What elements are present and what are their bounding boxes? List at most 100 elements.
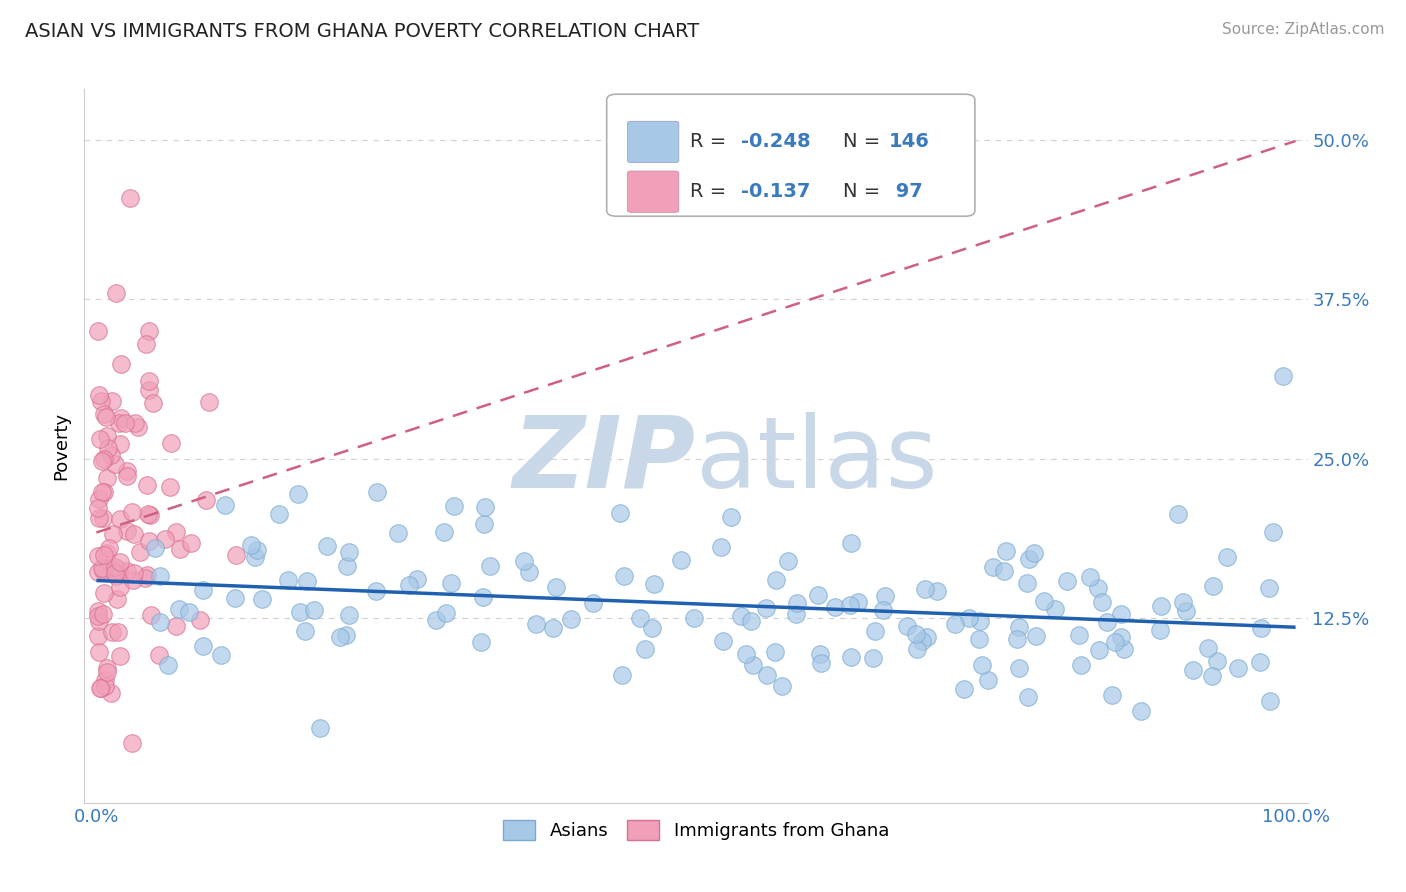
Point (432, 525, 454, 540)
Point (136, 508, 159, 522)
Point (1149, 624, 1171, 638)
Point (159, 480, 181, 494)
Point (90, 561, 112, 575)
Point (90, 394, 112, 409)
Point (287, 487, 309, 501)
Point (304, 603, 326, 617)
Point (1091, 595, 1114, 609)
Point (89, 432, 111, 446)
Point (135, 567, 157, 582)
Point (1017, 690, 1039, 705)
Point (841, 649, 863, 664)
Point (1056, 574, 1078, 589)
Point (89, 681, 111, 696)
Point (277, 574, 299, 588)
Text: Source: ZipAtlas.com: Source: ZipAtlas.com (1222, 22, 1385, 37)
Point (846, 595, 869, 609)
Point (995, 544, 1018, 558)
Point (1087, 582, 1109, 596)
Point (122, 573, 145, 587)
Point (1258, 694, 1281, 708)
Point (93, 548, 115, 562)
Point (1088, 643, 1111, 657)
Point (188, 613, 211, 627)
Point (1215, 549, 1237, 564)
Point (93, 407, 115, 421)
Point (1005, 632, 1028, 646)
Point (425, 613, 447, 627)
Point (405, 573, 427, 587)
Point (191, 639, 214, 653)
Point (786, 596, 808, 610)
Text: N =: N = (842, 182, 886, 202)
Point (103, 527, 125, 541)
Point (107, 625, 129, 640)
Point (240, 539, 263, 553)
Point (634, 641, 657, 656)
Point (96, 665, 118, 679)
Point (862, 651, 884, 665)
Point (524, 616, 547, 631)
Point (149, 569, 172, 583)
Point (105, 286, 128, 301)
Point (135, 337, 157, 351)
Point (107, 563, 129, 577)
Point (1101, 689, 1123, 703)
Text: -0.248: -0.248 (741, 132, 811, 152)
Point (905, 641, 928, 656)
Point (1174, 604, 1197, 618)
Point (756, 667, 779, 681)
Point (93, 451, 115, 466)
Point (107, 416, 129, 430)
Point (1201, 669, 1223, 683)
Point (770, 679, 793, 693)
Point (669, 553, 692, 567)
Point (917, 630, 939, 644)
Point (993, 564, 1015, 578)
Point (96, 546, 118, 560)
Point (89, 645, 111, 659)
Point (110, 437, 132, 451)
Point (90, 485, 112, 500)
Y-axis label: Poverty: Poverty (52, 412, 70, 480)
Point (683, 611, 706, 625)
Point (1024, 546, 1046, 560)
Point (295, 574, 318, 589)
Point (1008, 661, 1031, 675)
Point (810, 656, 832, 670)
Point (96, 429, 118, 443)
Point (110, 357, 132, 371)
Point (1045, 602, 1067, 616)
Point (807, 588, 830, 602)
FancyBboxPatch shape (627, 171, 679, 212)
Point (165, 619, 187, 633)
Point (471, 591, 494, 605)
Legend: Asians, Immigrants from Ghana: Asians, Immigrants from Ghana (496, 813, 896, 847)
Point (87, 510, 110, 524)
Point (1114, 641, 1136, 656)
Point (138, 324, 160, 338)
Point (1226, 661, 1249, 675)
Point (740, 615, 762, 629)
Point (104, 569, 127, 583)
Point (97, 441, 120, 455)
Point (149, 615, 172, 630)
Point (156, 657, 179, 672)
Point (104, 458, 127, 472)
Point (366, 485, 388, 500)
Text: -0.137: -0.137 (741, 182, 811, 202)
Point (720, 510, 742, 524)
Point (967, 632, 990, 647)
Point (439, 576, 461, 591)
Point (87, 500, 110, 515)
Point (115, 564, 138, 578)
Point (610, 667, 633, 681)
Point (543, 621, 565, 635)
Point (89, 491, 111, 506)
Point (1018, 551, 1040, 566)
Point (1250, 621, 1272, 635)
Point (1206, 653, 1229, 667)
Point (1095, 615, 1118, 630)
Point (89, 614, 111, 628)
Point (513, 554, 536, 568)
